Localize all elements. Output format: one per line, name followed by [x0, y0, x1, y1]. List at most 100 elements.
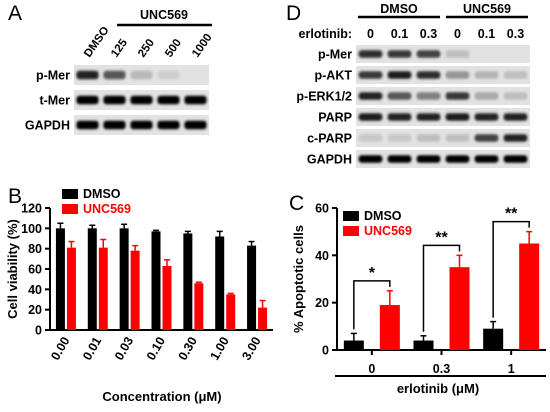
band — [445, 50, 470, 58]
y-tick-label: 60 — [315, 202, 329, 216]
bar-dmso — [343, 340, 364, 350]
dmso-group-label-d: DMSO — [380, 2, 418, 16]
blot-row-label: p-AKT — [315, 69, 353, 83]
blot-strip — [356, 87, 530, 105]
y-tick-label: 80 — [28, 242, 42, 256]
bar-dmso — [55, 228, 65, 330]
bar-unc569 — [449, 267, 470, 350]
band — [387, 50, 412, 58]
lane-label: 0.1 — [478, 27, 495, 41]
band — [387, 155, 412, 163]
x-axis-label: Concentration (μM) — [102, 389, 221, 404]
band — [184, 120, 207, 130]
blot-row-label: p-Mer — [318, 48, 352, 62]
band — [157, 95, 180, 105]
band — [503, 155, 528, 163]
lane-label: 0.3 — [420, 27, 437, 41]
band — [445, 113, 470, 121]
band — [184, 95, 207, 105]
band — [416, 50, 441, 58]
y-axis-label: % Apoptotic cells — [291, 225, 306, 333]
unc569-group-label-a: UNC569 — [140, 8, 188, 22]
band — [416, 134, 441, 142]
x-tick-label: 0.03 — [112, 334, 136, 362]
blot-strip — [356, 45, 530, 63]
apoptosis-chart: 0 20 40 60 0 0.3 1 % Apoptotic cells erlotinib (… — [291, 202, 546, 396]
significance-marker: ** — [435, 229, 448, 246]
band — [474, 71, 499, 79]
band — [416, 71, 441, 79]
lane-label: 1000 — [190, 32, 215, 60]
significance-bracket — [353, 280, 391, 330]
y-tick-label: 40 — [315, 249, 329, 263]
panel-a-letter: A — [8, 2, 22, 25]
band — [387, 71, 412, 79]
lane-label: 0.3 — [507, 27, 524, 41]
bar-unc569 — [379, 305, 400, 350]
x-tick-label: 0 — [368, 362, 375, 376]
y-tick-label: 20 — [315, 296, 329, 310]
viability-chart: 0 20 40 60 80 100 120 0.00 0.01 0.03 0.10 0.30 1.00 3… — [5, 187, 273, 404]
bar-dmso — [413, 340, 434, 350]
legend-swatch — [343, 211, 359, 221]
band — [130, 95, 153, 105]
bar-dmso — [151, 231, 161, 330]
band — [103, 95, 126, 105]
panel-d: D DMSO UNC569 erlotinib: 0 0.1 0.3 0 0.1 0.3 … — [286, 2, 530, 168]
band — [387, 113, 412, 121]
x-tick-label: 0.00 — [48, 334, 72, 362]
y-tick-label: 0 — [35, 324, 42, 338]
y-axis-label: Cell viability (%) — [5, 219, 20, 319]
lane-label: 250 — [136, 37, 157, 60]
panel-b-letter: B — [8, 185, 22, 208]
y-tick-label: 40 — [28, 283, 42, 297]
blot-rows-a: p-Mer t-Mer GAPDH — [25, 65, 209, 135]
panel-c: C 0 20 40 60 0 0.3 1 % Apoptotic cells erlotinib… — [289, 192, 546, 396]
band — [76, 70, 99, 80]
bar-unc569 — [226, 294, 236, 330]
band — [503, 92, 528, 100]
band — [157, 70, 180, 80]
lane-label: 0.1 — [391, 27, 408, 41]
bar-unc569 — [66, 247, 76, 330]
y-tick-label: 20 — [28, 303, 42, 317]
erlotinib-row-header: erlotinib: — [299, 27, 352, 41]
x-axis-label: erlotinib (μM) — [397, 381, 479, 396]
band — [445, 155, 470, 163]
blot-strip — [356, 108, 530, 126]
band — [130, 70, 153, 80]
band — [503, 134, 528, 142]
bar-unc569 — [258, 307, 268, 330]
band — [130, 120, 153, 130]
band — [474, 155, 499, 163]
band — [474, 92, 499, 100]
lane-label: 0 — [367, 27, 374, 41]
bar-dmso — [215, 236, 225, 330]
bar-unc569 — [162, 265, 172, 330]
x-tick-label: 3.00 — [239, 334, 263, 362]
band — [416, 92, 441, 100]
lane-label: 0 — [454, 27, 461, 41]
lane-label: DMSO — [82, 25, 112, 60]
band — [474, 113, 499, 121]
band — [445, 92, 470, 100]
band — [445, 71, 470, 79]
band — [358, 134, 383, 142]
band — [503, 71, 528, 79]
blot-row-label: p-Mer — [36, 69, 70, 83]
band — [416, 113, 441, 121]
panel-d-letter: D — [286, 2, 301, 25]
blot-row-label: p-ERK1/2 — [296, 90, 352, 104]
blot-strip — [356, 150, 530, 168]
band — [387, 92, 412, 100]
x-tick-label: 0.3 — [433, 362, 450, 376]
unc569-group-label-d: UNC569 — [463, 2, 511, 16]
y-tick-label: 0 — [322, 344, 329, 358]
band — [445, 134, 470, 142]
y-tick-label: 100 — [21, 222, 42, 236]
bar-dmso — [87, 228, 97, 330]
lane-label: 500 — [163, 37, 184, 60]
panel-c-letter: C — [289, 192, 304, 215]
